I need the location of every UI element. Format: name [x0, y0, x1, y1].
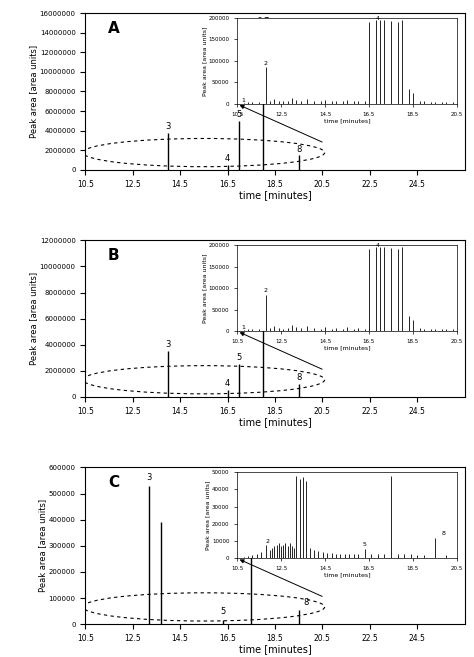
Text: A: A	[108, 21, 120, 36]
X-axis label: time [minutes]: time [minutes]	[238, 190, 311, 200]
X-axis label: time [minutes]: time [minutes]	[238, 645, 311, 654]
X-axis label: time [minutes]: time [minutes]	[324, 572, 370, 578]
X-axis label: time [minutes]: time [minutes]	[324, 345, 370, 350]
Text: 6,7: 6,7	[256, 17, 270, 26]
Y-axis label: Peak area [area units]: Peak area [area units]	[202, 254, 207, 323]
Text: 5: 5	[220, 607, 226, 616]
Text: 2: 2	[266, 539, 270, 544]
Text: 8: 8	[296, 145, 301, 154]
Text: 8: 8	[303, 598, 309, 607]
Text: C: C	[108, 475, 119, 490]
Text: 8: 8	[296, 373, 301, 382]
Y-axis label: Peak area [area units]: Peak area [area units]	[38, 499, 47, 593]
Text: 8: 8	[442, 531, 446, 536]
Text: 2: 2	[264, 288, 268, 293]
Text: 7: 7	[248, 489, 254, 497]
Text: 6,7: 6,7	[256, 256, 270, 265]
Text: 4: 4	[376, 16, 380, 21]
Y-axis label: Peak area [area units]: Peak area [area units]	[202, 26, 207, 96]
Text: 5: 5	[237, 353, 242, 363]
Text: 1: 1	[242, 325, 246, 330]
X-axis label: time [minutes]: time [minutes]	[238, 417, 311, 427]
Text: 4: 4	[225, 154, 230, 164]
X-axis label: time [minutes]: time [minutes]	[324, 118, 370, 123]
Text: 5: 5	[363, 542, 366, 547]
Y-axis label: Peak area [area units]: Peak area [area units]	[205, 480, 210, 550]
Text: 3: 3	[165, 122, 171, 131]
Text: 4: 4	[376, 243, 380, 248]
Text: 5: 5	[237, 110, 242, 120]
Text: 4: 4	[225, 380, 230, 388]
Text: B: B	[108, 248, 120, 263]
Text: 2: 2	[264, 61, 268, 66]
Y-axis label: Peak area [area units]: Peak area [area units]	[29, 272, 38, 365]
Y-axis label: Peak area [area units]: Peak area [area units]	[29, 45, 38, 138]
Text: 3: 3	[165, 340, 171, 350]
Text: 3: 3	[146, 473, 152, 482]
Text: 1: 1	[242, 97, 246, 102]
